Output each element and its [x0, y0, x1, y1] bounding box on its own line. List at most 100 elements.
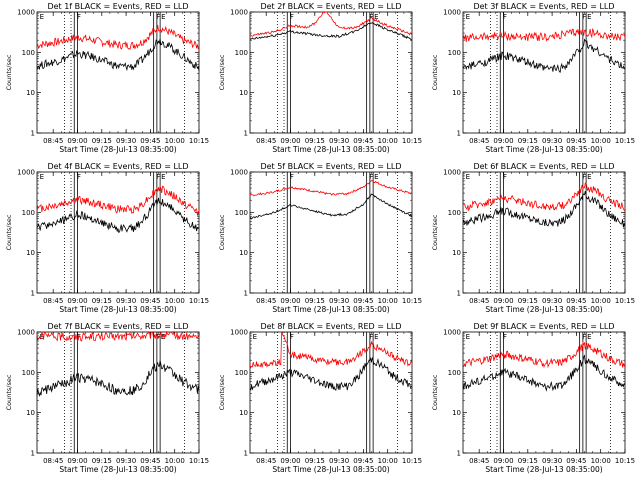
series-line: [36, 24, 200, 50]
y-tick-label: 1000: [17, 169, 35, 177]
x-tick-label: 10:15: [402, 297, 422, 305]
chart-title: Det 6f BLACK = Events, RED = LLD: [473, 162, 614, 171]
series-line: [36, 197, 200, 234]
x-tick-label: 08:45: [43, 137, 63, 145]
detector-panel: Det 5f BLACK = Events, RED = LLD 1 10 100 10…: [213, 160, 426, 320]
detector-panel: Det 7f BLACK = Events, RED = LLD 1 10 100 10…: [0, 320, 213, 480]
series-line: [462, 190, 626, 228]
x-tick-label: 09:45: [566, 457, 586, 465]
flag-label: F: [503, 13, 507, 21]
detector-chart-svg: Det 2f BLACK = Events, RED = LLD 1 10 100 10…: [218, 2, 422, 154]
x-axis-label: Start Time (28-Jul-13 08:35:00): [59, 465, 176, 474]
x-tick-label: 08:45: [256, 137, 276, 145]
x-axis-label: Start Time (28-Jul-13 08:35:00): [272, 305, 389, 314]
flag-label: F: [156, 13, 160, 21]
x-tick-label: 09:00: [67, 457, 87, 465]
x-tick-label: 09:45: [140, 457, 160, 465]
chart-title: Det 8f BLACK = Events, RED = LLD: [260, 322, 401, 331]
x-tick-label: 10:00: [591, 137, 611, 145]
flag-label: E: [40, 13, 44, 21]
y-tick-label: 100: [22, 209, 35, 217]
series-line: [36, 360, 200, 397]
detector-chart-svg: Det 7f BLACK = Events, RED = LLD 1 10 100 10…: [5, 322, 209, 474]
x-tick-label: 10:15: [615, 137, 635, 145]
x-tick-label: 09:00: [67, 137, 87, 145]
x-tick-label: 10:00: [378, 457, 398, 465]
y-tick-label: 10: [26, 249, 35, 257]
x-tick-label: 08:45: [43, 297, 63, 305]
x-tick-label: 09:00: [493, 457, 513, 465]
flag-label: E: [466, 13, 470, 21]
x-tick-label: 09:00: [280, 457, 300, 465]
x-tick-label: 10:15: [189, 457, 209, 465]
y-axis-label: Counts/sec: [431, 374, 439, 410]
flag-label: F: [77, 173, 81, 181]
x-tick-label: 09:15: [518, 457, 538, 465]
detector-chart-svg: Det 8f BLACK = Events, RED = LLD 1 10 100 10…: [218, 322, 422, 474]
x-tick-label: 09:45: [353, 457, 373, 465]
x-axis-label: Start Time (28-Jul-13 08:35:00): [485, 465, 602, 474]
y-tick-label: 1000: [443, 9, 461, 17]
y-tick-label: 100: [448, 49, 461, 57]
x-axis-label: Start Time (28-Jul-13 08:35:00): [272, 465, 389, 474]
y-tick-label: 10: [26, 409, 35, 417]
series-line: [249, 22, 413, 41]
y-tick-label: 1: [31, 130, 35, 138]
chart-title: Det 1f BLACK = Events, RED = LLD: [47, 2, 188, 11]
chart-title: Det 9f BLACK = Events, RED = LLD: [473, 322, 614, 331]
x-tick-label: 09:45: [566, 137, 586, 145]
x-axis-label: Start Time (28-Jul-13 08:35:00): [485, 145, 602, 154]
flag-label: F: [369, 173, 373, 181]
y-tick-label: 1000: [230, 9, 248, 17]
y-tick-label: 1: [31, 290, 35, 298]
detector-panel: Det 6f BLACK = Events, RED = LLD 1 10 100 10…: [426, 160, 639, 320]
x-tick-label: 09:15: [92, 137, 112, 145]
flag-label: E: [253, 333, 257, 341]
y-axis-label: Counts/sec: [218, 54, 226, 90]
y-tick-label: 10: [452, 409, 461, 417]
y-tick-label: 1000: [17, 9, 35, 17]
plot-frame: [462, 11, 626, 134]
x-tick-label: 09:45: [566, 297, 586, 305]
y-tick-label: 100: [22, 369, 35, 377]
flag-label: E: [161, 173, 165, 181]
flag-label: F: [582, 333, 586, 341]
series-line: [249, 356, 413, 391]
y-tick-label: 1: [244, 450, 248, 458]
y-tick-label: 100: [448, 369, 461, 377]
y-tick-label: 10: [452, 89, 461, 97]
y-tick-label: 1000: [230, 329, 248, 337]
chart-title: Det 5f BLACK = Events, RED = LLD: [260, 162, 401, 171]
series-line: [249, 11, 413, 37]
x-tick-label: 10:00: [378, 297, 398, 305]
chart-title: Det 3f BLACK = Events, RED = LLD: [473, 2, 614, 11]
series-line: [249, 193, 413, 220]
x-tick-label: 09:30: [542, 297, 562, 305]
x-tick-label: 10:00: [165, 457, 185, 465]
flag-label: E: [40, 333, 44, 341]
flag-label: E: [161, 13, 165, 21]
detector-chart-svg: Det 4f BLACK = Events, RED = LLD 1 10 100 10…: [5, 162, 209, 314]
series-line: [36, 38, 200, 72]
y-tick-label: 1: [457, 290, 461, 298]
x-tick-label: 09:00: [493, 137, 513, 145]
series-line: [36, 184, 200, 217]
x-axis-label: Start Time (28-Jul-13 08:35:00): [272, 145, 389, 154]
y-tick-label: 100: [235, 369, 248, 377]
chart-title: Det 4f BLACK = Events, RED = LLD: [47, 162, 188, 171]
flag-label: F: [582, 173, 586, 181]
chart-title: Det 7f BLACK = Events, RED = LLD: [47, 322, 188, 331]
x-tick-label: 09:15: [92, 297, 112, 305]
plot-frame: [462, 171, 626, 294]
detector-chart-svg: Det 1f BLACK = Events, RED = LLD 1 10 100 10…: [5, 2, 209, 154]
x-axis-label: Start Time (28-Jul-13 08:35:00): [59, 305, 176, 314]
plot-frame: [36, 171, 200, 294]
y-axis-label: Counts/sec: [5, 214, 13, 250]
y-axis-label: Counts/sec: [431, 54, 439, 90]
detector-panel: Det 9f BLACK = Events, RED = LLD 1 10 100 10…: [426, 320, 639, 480]
x-tick-label: 10:00: [591, 457, 611, 465]
y-tick-label: 10: [239, 409, 248, 417]
x-tick-label: 09:45: [140, 297, 160, 305]
x-tick-label: 10:15: [402, 457, 422, 465]
